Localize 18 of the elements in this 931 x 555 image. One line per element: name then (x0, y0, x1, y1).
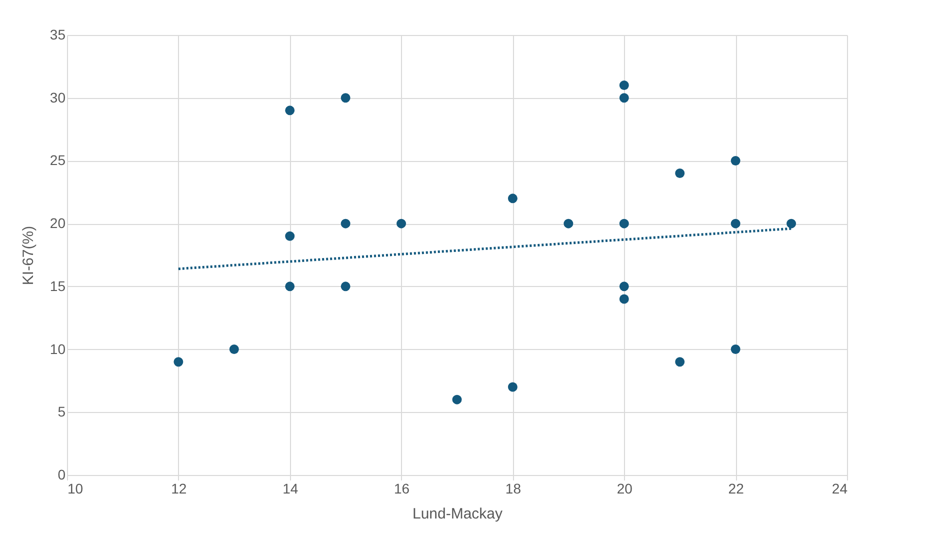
x-tick-label: 10 (68, 480, 84, 496)
y-tick-label: 15 (50, 278, 66, 294)
x-axis-title: Lund-Mackay (412, 506, 504, 522)
x-tick-label: 16 (394, 480, 410, 496)
y-tick-label: 35 (50, 26, 66, 42)
y-tick-label: 25 (50, 152, 66, 168)
x-tick-label: 12 (171, 480, 187, 496)
x-tick-label: 24 (832, 480, 848, 496)
x-tick-label: 18 (505, 480, 522, 496)
y-tick-label: 5 (58, 404, 66, 420)
y-tick-label: 10 (50, 340, 66, 357)
y-tick-label: 0 (58, 466, 66, 482)
x-tick-label: 14 (282, 480, 298, 496)
y-tick-label: 20 (50, 215, 66, 232)
y-axis-title: KI-67(%) (20, 226, 37, 286)
y-tick-label: 30 (50, 89, 66, 106)
x-tick-label: 22 (728, 480, 744, 496)
x-tick-label: 20 (616, 480, 633, 496)
